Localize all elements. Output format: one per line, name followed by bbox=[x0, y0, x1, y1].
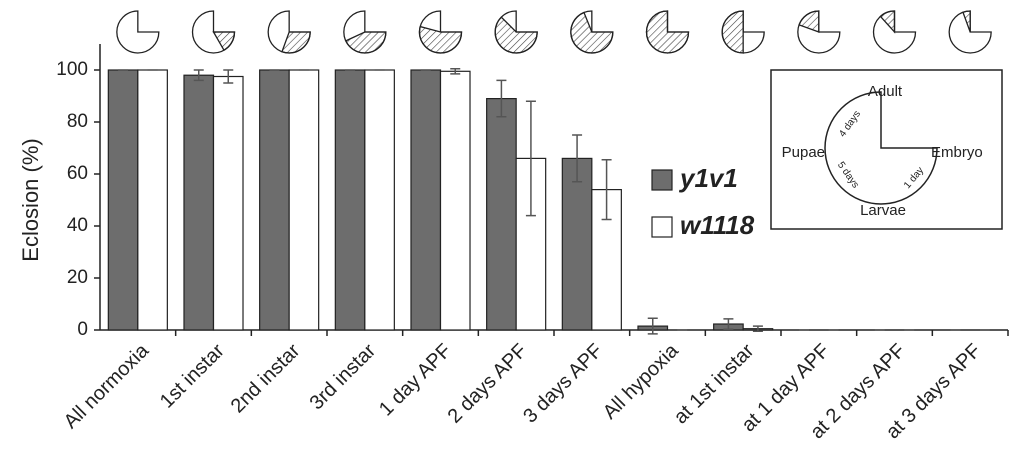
legend-swatch bbox=[652, 170, 672, 190]
inset: Adult Embryo Larvae Pupae 4 days 5 days … bbox=[771, 70, 1002, 229]
bar bbox=[562, 158, 592, 330]
x-tick-label: 2 days APF bbox=[444, 340, 532, 428]
inset-label: Pupae bbox=[782, 144, 825, 161]
legend-label: y1v1 bbox=[678, 163, 738, 193]
inset-label: Adult bbox=[868, 83, 903, 100]
period-icon bbox=[117, 11, 159, 53]
legend-swatch bbox=[652, 217, 672, 237]
y-tick-label: 100 bbox=[56, 59, 88, 80]
bar bbox=[184, 75, 214, 330]
y-tick-label: 40 bbox=[67, 215, 88, 236]
bar bbox=[214, 77, 244, 331]
bar bbox=[335, 70, 365, 330]
bar bbox=[260, 70, 290, 330]
y-tick-label: 20 bbox=[67, 267, 88, 288]
x-tick-label: 1 day APF bbox=[375, 340, 456, 421]
bar bbox=[487, 99, 517, 330]
bar bbox=[108, 70, 138, 330]
x-tick-label: 2nd instar bbox=[227, 339, 305, 417]
period-hatch bbox=[722, 11, 743, 53]
bar bbox=[441, 71, 471, 330]
y-axis-label: Eclosion (%) bbox=[18, 138, 43, 261]
x-tick-label: All normoxia bbox=[60, 339, 154, 433]
bar bbox=[365, 70, 395, 330]
x-tick-label: 3 days APF bbox=[519, 340, 607, 428]
bar bbox=[138, 70, 168, 330]
x-tick-label: 1st instar bbox=[156, 339, 229, 412]
inset-label: Embryo bbox=[931, 144, 983, 161]
period-hatch bbox=[647, 11, 689, 53]
x-tick-label: 3rd instar bbox=[306, 339, 381, 414]
bar bbox=[289, 70, 319, 330]
chart: Eclosion (%) Adult Embryo Larvae Pupae 4… bbox=[0, 0, 1012, 465]
y-tick-label: 80 bbox=[67, 111, 88, 132]
bar bbox=[411, 70, 441, 330]
y-tick-label: 60 bbox=[67, 163, 88, 184]
legend-label: w1118 bbox=[680, 210, 755, 240]
y-tick-label: 0 bbox=[77, 319, 88, 340]
inset-label: Larvae bbox=[860, 202, 906, 219]
